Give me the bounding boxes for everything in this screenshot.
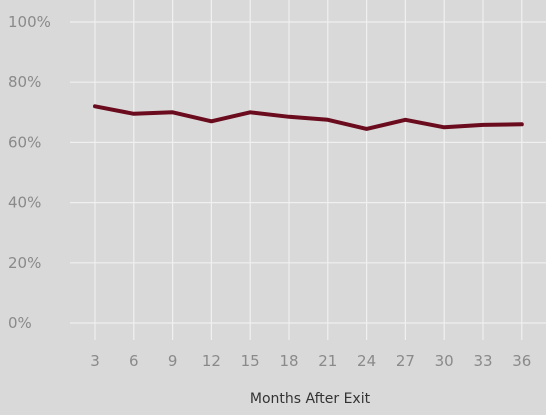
- x-tick-label: 12: [202, 352, 221, 370]
- x-axis-title: Months After Exit: [250, 391, 371, 407]
- x-tick-label: 24: [357, 352, 376, 370]
- y-tick-label: 100%: [8, 13, 51, 31]
- series-line: [93, 104, 524, 131]
- x-tick-label: 27: [396, 352, 415, 370]
- y-tick-label: 0%: [8, 314, 32, 332]
- y-tick-label: 20%: [8, 254, 41, 272]
- x-tick-label: 3: [90, 352, 100, 370]
- x-tick-label: 9: [168, 352, 178, 370]
- gridlines: [70, 0, 546, 340]
- x-tick-label: 18: [279, 352, 298, 370]
- x-tick-label: 36: [512, 352, 531, 370]
- x-tick-label: 6: [129, 352, 139, 370]
- x-tick-label: 21: [318, 352, 337, 370]
- x-tick-label: 33: [473, 352, 492, 370]
- y-tick-label: 80%: [8, 73, 41, 91]
- x-tick-label: 15: [241, 352, 260, 370]
- x-tick-label: 30: [435, 352, 454, 370]
- y-tick-labels: 0% 20% 40% 60% 80% 100%: [8, 13, 51, 332]
- y-tick-label: 60%: [8, 133, 41, 151]
- x-tick-labels: 3 6 9 12 15 18 21 24 27 30 33 36: [90, 352, 531, 370]
- y-tick-label: 40%: [8, 194, 41, 212]
